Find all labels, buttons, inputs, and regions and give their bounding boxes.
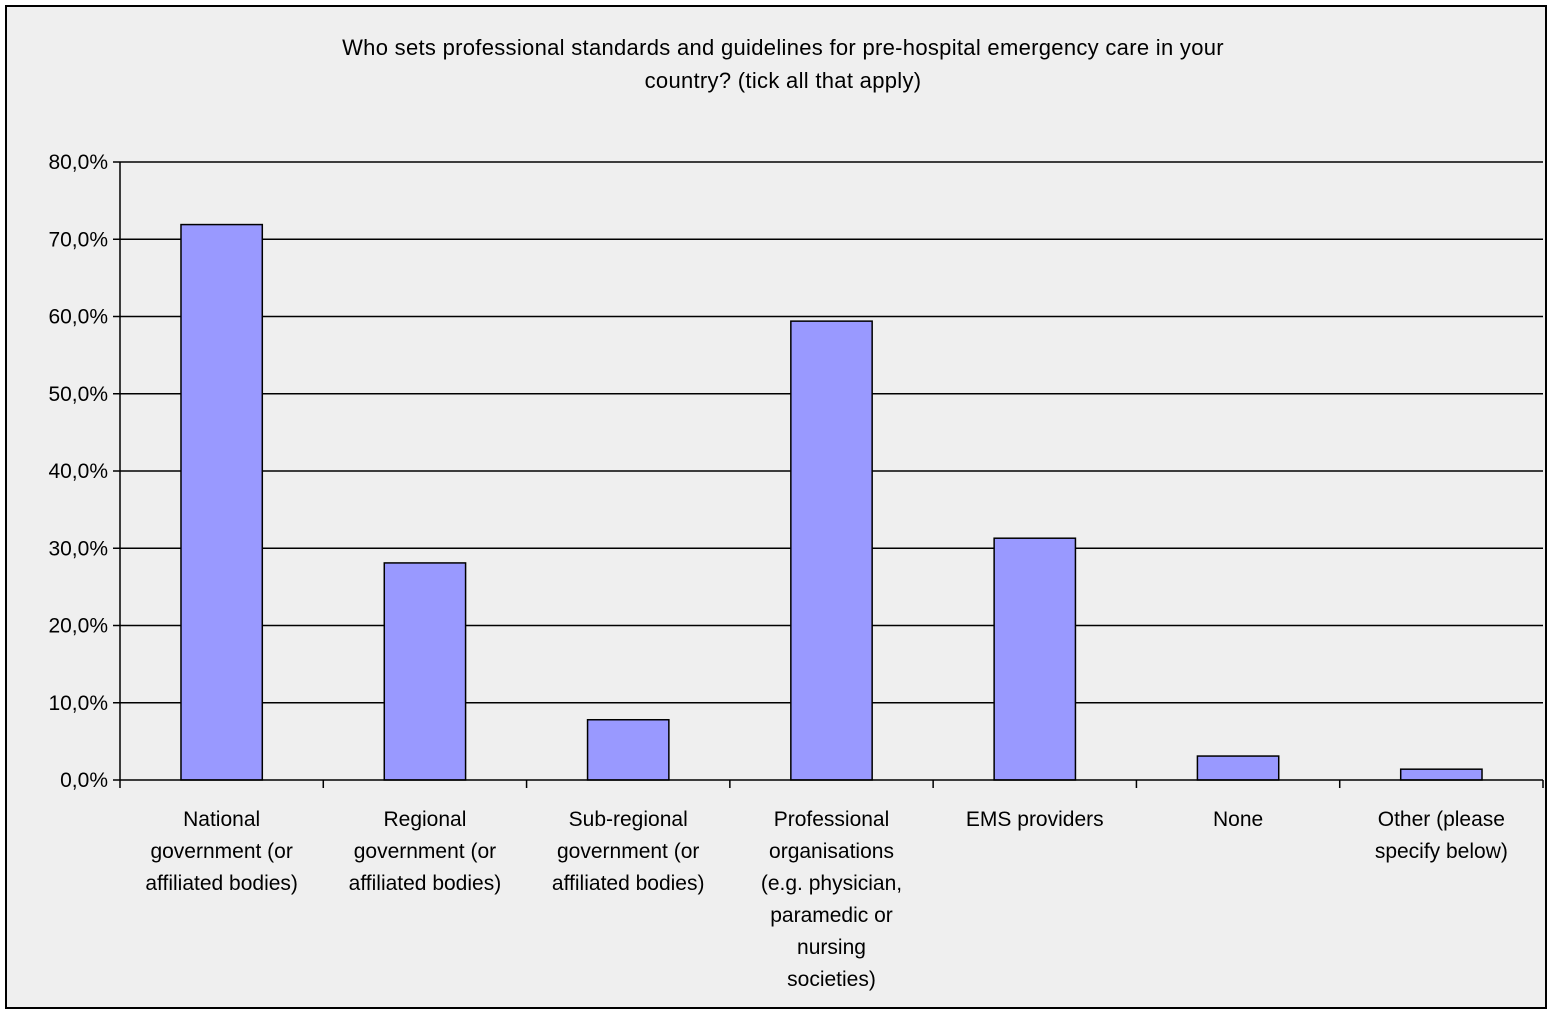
y-tick-label: 40,0%: [48, 460, 108, 483]
y-tick-label: 0,0%: [60, 769, 108, 792]
x-tick-label: Other (please: [1378, 808, 1505, 831]
x-tick-label: specify below): [1375, 840, 1508, 863]
x-tick-label: organisations: [769, 840, 894, 863]
y-tick-label: 10,0%: [48, 692, 108, 715]
x-tick-label: None: [1213, 808, 1263, 831]
chart-title-line-2: country? (tick all that apply): [645, 68, 922, 93]
y-tick-label: 20,0%: [48, 615, 108, 638]
bar: [993, 537, 1077, 781]
x-tick-label: Regional: [383, 808, 466, 831]
bar: [1399, 768, 1483, 781]
chart-title-line-1: Who sets professional standards and guid…: [342, 35, 1224, 60]
y-tick-label: 50,0%: [48, 383, 108, 406]
x-tick-label: government (or: [150, 840, 292, 863]
bar: [180, 223, 264, 781]
x-tick-label: government (or: [557, 840, 699, 863]
x-axis-labels: National government (or affiliated bodies)…: [145, 808, 1508, 991]
x-tick-label: Sub-regional: [569, 808, 688, 831]
x-tick-label: affiliated bodies): [552, 872, 705, 895]
bar: [790, 320, 873, 781]
y-axis-ticks: 0,0% 10,0% 20,0% 30,0% 40,0% 50,0% 60,0% 70,0% 8…: [48, 151, 120, 792]
x-tick-label: paramedic or: [770, 904, 893, 927]
x-tick-label: societies): [787, 968, 876, 991]
x-tick-label: government (or: [354, 840, 496, 863]
chart-title: Who sets professional standards and guid…: [342, 35, 1224, 93]
y-tick-label: 60,0%: [48, 306, 108, 329]
x-tick-label: affiliated bodies): [145, 872, 298, 895]
x-tick-label: EMS providers: [966, 808, 1104, 831]
y-tick-label: 70,0%: [48, 228, 108, 251]
y-tick-label: 30,0%: [48, 537, 108, 560]
bar: [383, 562, 467, 781]
y-tick-label: 80,0%: [48, 151, 108, 174]
x-tick-label: nursing: [797, 936, 866, 959]
bar: [1196, 755, 1280, 781]
bar: [586, 718, 670, 781]
x-tick-label: affiliated bodies): [349, 872, 502, 895]
bars: [180, 223, 1483, 781]
x-tick-label: (e.g. physician,: [761, 872, 902, 895]
x-tick-label: Professional: [774, 808, 890, 831]
x-tick-label: National: [183, 808, 260, 831]
